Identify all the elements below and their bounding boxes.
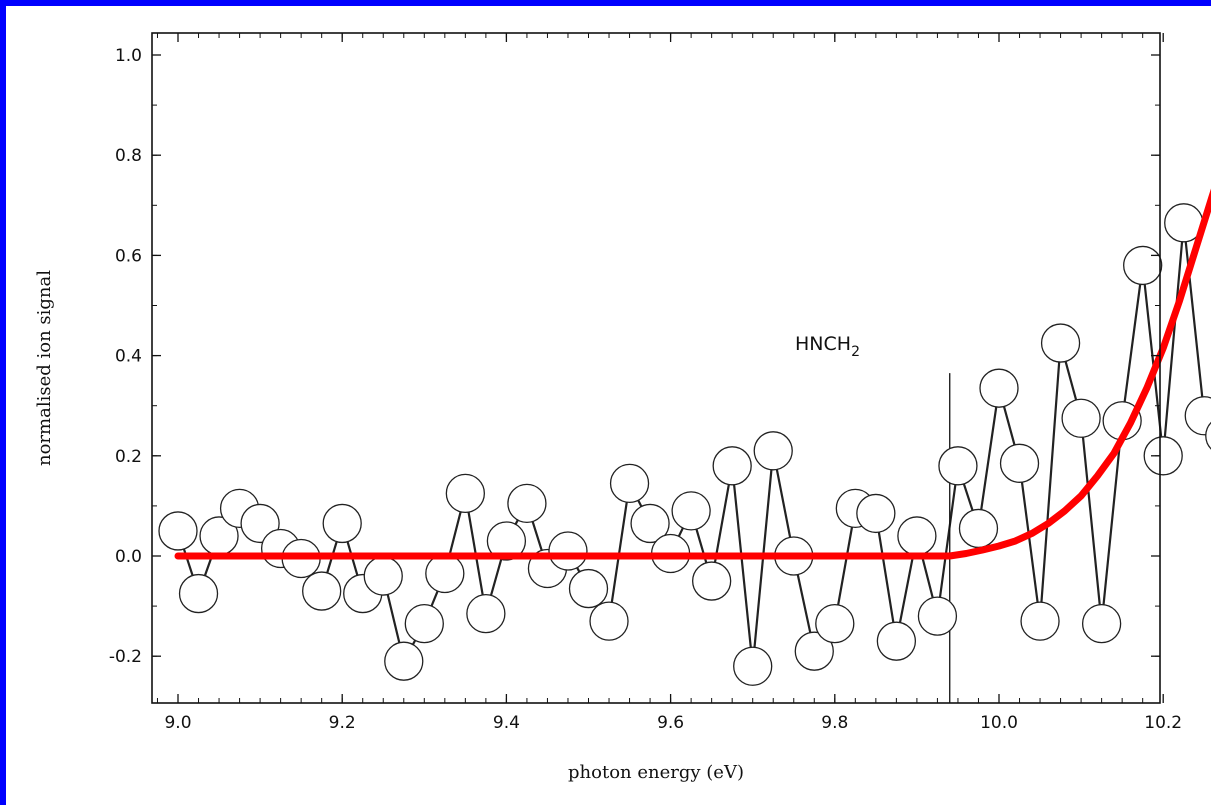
data-point-marker: [1205, 421, 1211, 450]
data-point-marker: [384, 641, 424, 681]
data-point-marker: [1143, 436, 1183, 476]
data-point-marker: [671, 491, 711, 531]
data-point-marker: [794, 631, 834, 671]
data-point-marker: [445, 473, 486, 514]
data-point-marker: [897, 516, 937, 556]
data-point-marker: [322, 503, 362, 544]
data-point-marker: [404, 603, 444, 644]
data-point-marker: [815, 603, 855, 644]
data-point-marker: [363, 556, 403, 596]
y-tick-label: 0.6: [115, 246, 142, 266]
data-point-marker: [1184, 396, 1211, 436]
x-tick-label: 9.2: [329, 713, 356, 733]
data-point-marker: [466, 593, 506, 634]
data-point-marker: [1040, 323, 1081, 363]
data-point-marker: [753, 431, 793, 471]
data-point-marker: [692, 561, 732, 601]
frame-top-border: [0, 0, 1211, 6]
data-point-marker: [1123, 245, 1163, 286]
data-point-marker: [486, 521, 527, 561]
x-tick-label: 9.6: [657, 713, 684, 733]
data-point-marker: [876, 621, 917, 661]
data-point-marker: [733, 646, 773, 686]
x-tick-label: 10.2: [1144, 713, 1182, 733]
plot-frame: [151, 32, 1161, 704]
data-point-marker: [507, 483, 547, 524]
y-tick-label: 0.8: [115, 146, 142, 166]
x-axis-title: photon energy (eV): [568, 762, 744, 783]
data-point-marker: [568, 568, 609, 609]
fit-curve-line: [174, 188, 1211, 560]
x-tick-label: 10.0: [980, 713, 1018, 733]
data-point-marker: [425, 553, 465, 594]
data-point-marker: [548, 531, 588, 571]
plot-area: [158, 188, 1211, 703]
y-tick-label: -0.2: [109, 647, 142, 667]
data-point-marker: [938, 446, 978, 486]
frame-left-border: [0, 0, 6, 805]
x-tick-label: 9.8: [821, 713, 848, 733]
annotation-subscript: 2: [851, 344, 860, 360]
data-point-marker: [302, 571, 342, 611]
y-tick-label: 1.0: [115, 46, 142, 66]
annotation-label: HNCH2: [795, 333, 860, 360]
data-point-marker: [712, 446, 752, 486]
data-point-marker: [1061, 398, 1101, 438]
data-point-marker: [178, 573, 219, 614]
data-point-marker: [979, 368, 1019, 408]
y-tick-label: 0.2: [115, 447, 142, 467]
data-point-marker: [856, 493, 896, 534]
y-axis-title: normalised ion signal: [34, 270, 55, 466]
data-point-marker: [1081, 603, 1122, 644]
data-point-marker: [1020, 601, 1060, 641]
axes: 9.0 9.2 9.4 9.6 9.8 10.0 10.2 -0.2 0.0 0.2 0.4 0.6 0…: [109, 32, 1182, 733]
data-point-marker: [630, 503, 670, 544]
x-tick-label: 9.4: [493, 713, 520, 733]
data-point-marker: [589, 601, 629, 641]
x-tick-label: 9.0: [164, 713, 191, 733]
data-point-marker: [999, 443, 1040, 483]
data-point-marker: [917, 596, 958, 636]
y-tick-label: 0.4: [115, 347, 142, 367]
data-point-marker: [158, 511, 198, 551]
data-point-marker: [609, 463, 650, 504]
data-point-marker: [958, 508, 999, 549]
y-tick-label: 0.0: [115, 547, 142, 567]
annotation-main-text: HNCH: [795, 333, 851, 355]
